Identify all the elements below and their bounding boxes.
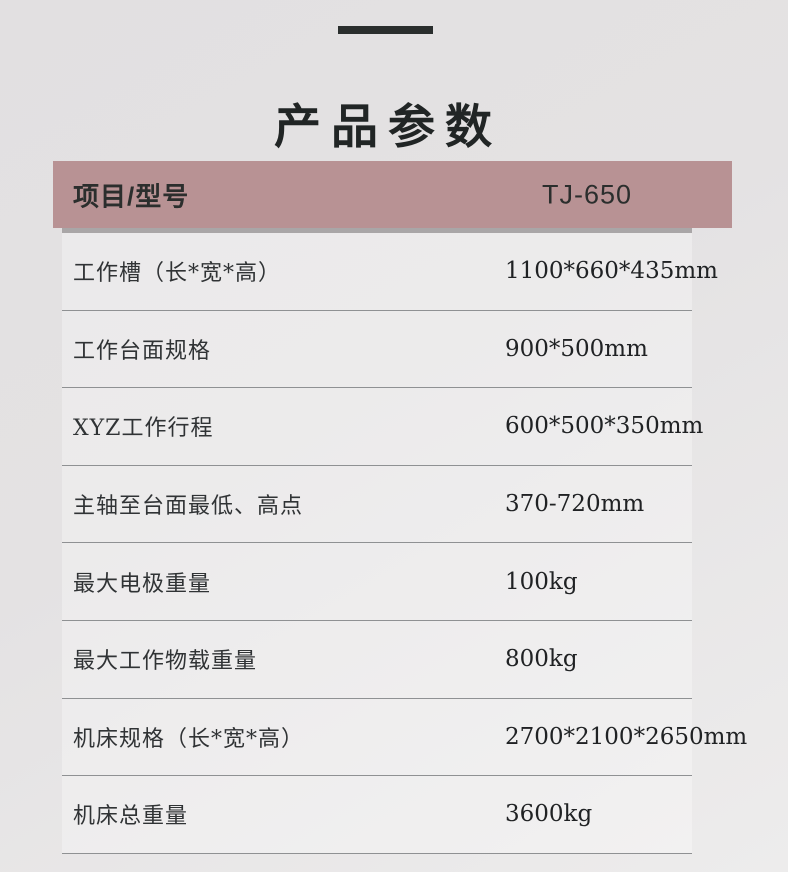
table-row: 工作槽（长*宽*高） 1100*660*435mm (62, 233, 718, 311)
row-label: 机床规格（长*宽*高） (73, 726, 305, 752)
table-row: 工作台面规格 900*500mm (62, 311, 692, 389)
row-value: 1100*660*435mm (505, 258, 718, 285)
row-label: 主轴至台面最低、高点 (73, 494, 304, 520)
row-label: 工作槽（长*宽*高） (73, 261, 282, 287)
table-row: 最大工作物载重量 800kg (62, 621, 692, 699)
row-value: 3600kg (505, 801, 593, 828)
table-row: 机床总重量 3600kg (62, 776, 692, 854)
spec-table-body: 工作槽（长*宽*高） 1100*660*435mm 工作台面规格 900*500… (62, 228, 747, 854)
row-value: 800kg (505, 646, 578, 673)
row-value: 370-720mm (505, 491, 645, 518)
table-row: XYZ工作行程 600*500*350mm (62, 388, 703, 466)
row-value: 2700*2100*2650mm (505, 723, 748, 750)
row-value: 600*500*350mm (505, 413, 704, 440)
row-value: 900*500mm (505, 335, 648, 362)
table-row: 最大电极重量 100kg (62, 543, 692, 621)
row-label: 机床总重量 (73, 804, 189, 830)
spec-table-header: 项目/型号 TJ-650 (53, 161, 732, 228)
table-row: 主轴至台面最低、高点 370-720mm (62, 466, 692, 544)
page-title: 产品参数 (274, 100, 502, 153)
row-label: 最大工作物载重量 (73, 649, 258, 675)
row-label: XYZ工作行程 (73, 416, 214, 442)
row-label: 最大电极重量 (73, 571, 212, 597)
row-label: 工作台面规格 (73, 338, 212, 364)
header-model-column: TJ-650 (542, 179, 633, 209)
decor-top-bar (338, 26, 433, 34)
table-row: 机床规格（长*宽*高） 2700*2100*2650mm (62, 699, 747, 777)
spec-table: 项目/型号 TJ-650 工作槽（长*宽*高） 1100*660*435mm 工… (53, 161, 747, 854)
row-value: 100kg (505, 568, 578, 595)
header-item-column: 项目/型号 (73, 181, 190, 211)
